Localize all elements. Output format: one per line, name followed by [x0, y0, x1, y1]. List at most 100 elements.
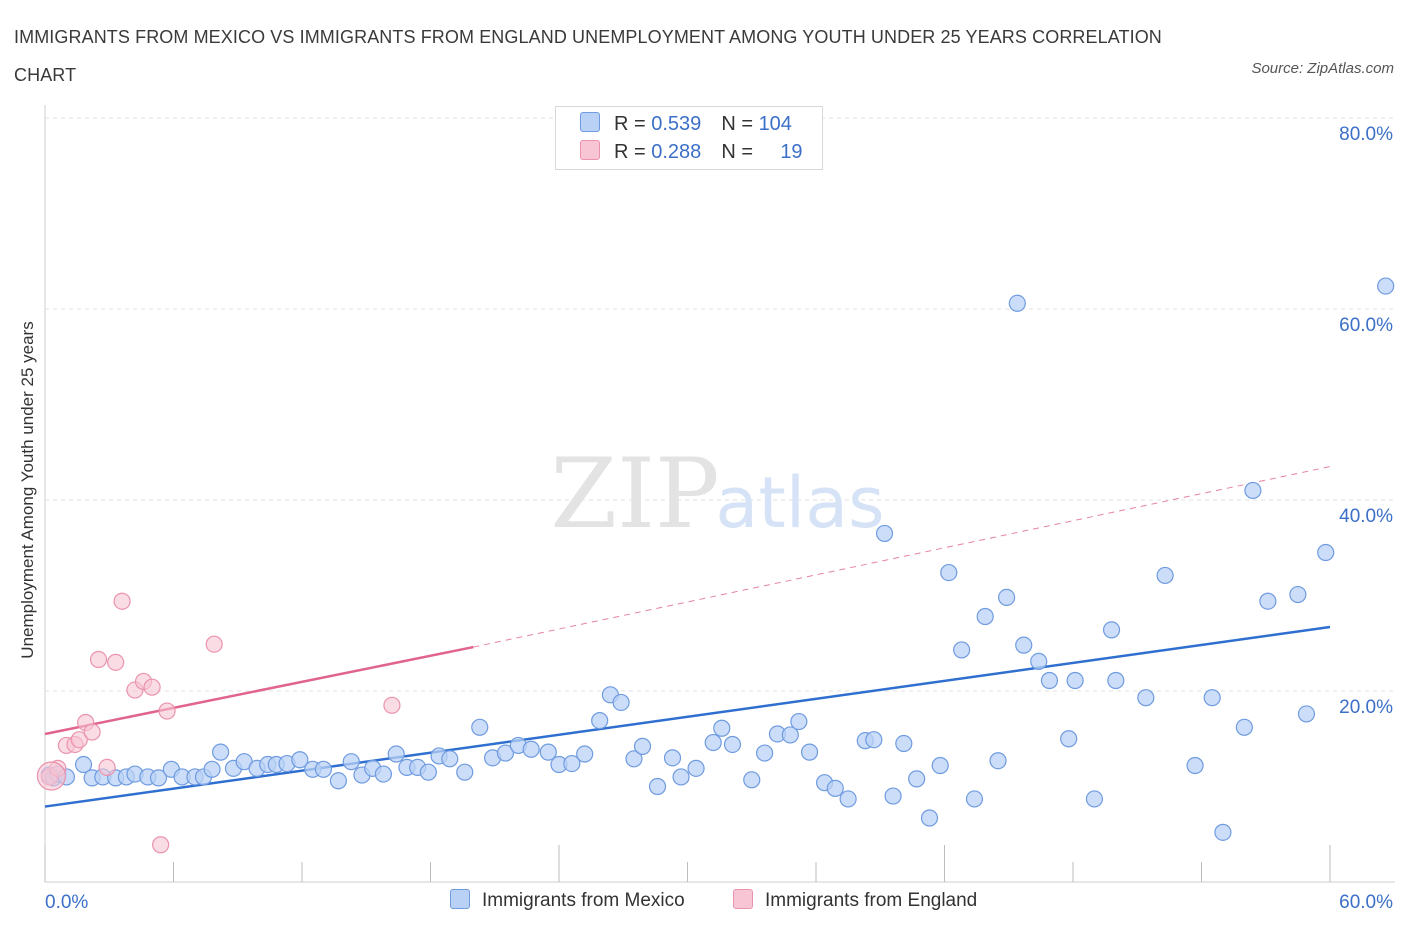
point-mexico-46 — [563, 754, 581, 773]
point-mexico-27 — [329, 772, 348, 790]
watermark-zip: ZIP — [550, 438, 719, 550]
point-mexico-47 — [576, 745, 594, 763]
point-mexico-57 — [704, 733, 722, 752]
point-mexico-75 — [920, 809, 939, 827]
legend-n-value-england: 19 — [780, 141, 803, 163]
point-mexico-84 — [1015, 636, 1033, 654]
point-mexico-44 — [539, 743, 557, 761]
point-mexico-16 — [203, 760, 221, 778]
point-mexico-50 — [612, 693, 630, 712]
point-mexico-97 — [1235, 718, 1253, 736]
point-england-8 — [98, 758, 116, 777]
point-mexico-71 — [875, 524, 894, 543]
point-england-16 — [205, 635, 223, 653]
point-mexico-83 — [1008, 294, 1026, 312]
y-axis-label: Unemployment Among Youth under 25 years — [18, 321, 37, 659]
bottom-legend-swatch-england — [733, 889, 753, 909]
point-mexico-73 — [895, 734, 913, 753]
x-tick-label-60: 60.0% — [1339, 892, 1393, 913]
bottom-legend-mexico: Immigrants from Mexico — [450, 889, 685, 912]
point-england-15 — [158, 702, 176, 720]
point-mexico-61 — [755, 744, 774, 762]
point-mexico-28 — [342, 753, 360, 771]
bottom-legend-label-mexico: Immigrants from Mexico — [482, 890, 685, 911]
point-england-9 — [107, 653, 125, 671]
watermark: ZIP atlas — [550, 438, 884, 550]
points-mexico — [40, 277, 1395, 841]
stats-legend: R = 0.539 N = 104 R = 0.288 N = 19 — [555, 106, 823, 170]
legend-n-value-mexico: 104 — [758, 113, 792, 135]
bottom-legend-england: Immigrants from England — [733, 889, 977, 912]
legend-row-mexico: R = 0.539 N = 104 — [580, 112, 792, 136]
trend-line-england-extension — [473, 466, 1331, 648]
legend-r-label-england: R = — [614, 141, 652, 163]
legend-n-label-mexico: N = — [721, 113, 759, 135]
point-mexico-96 — [1214, 823, 1232, 841]
point-mexico-86 — [1040, 671, 1059, 690]
x-tick-label-0: 0.0% — [45, 892, 88, 913]
point-mexico-90 — [1102, 621, 1121, 639]
legend-r-label-mexico: R = — [614, 113, 652, 135]
point-england-18 — [36, 761, 67, 791]
point-mexico-78 — [953, 641, 971, 659]
point-mexico-26 — [314, 760, 333, 778]
point-mexico-37 — [441, 750, 459, 768]
point-mexico-32 — [387, 745, 405, 763]
legend-row-england: R = 0.288 N = 19 — [580, 140, 803, 164]
point-mexico-65 — [800, 743, 819, 761]
point-mexico-51 — [625, 750, 643, 768]
point-mexico-55 — [672, 768, 690, 786]
point-mexico-91 — [1107, 671, 1125, 690]
bottom-legend-label-england: Immigrants from England — [765, 890, 978, 911]
point-mexico-53 — [648, 777, 667, 796]
point-mexico-63 — [781, 726, 799, 744]
y-tick-label-20: 20.0% — [1339, 697, 1393, 718]
point-mexico-98 — [1244, 481, 1262, 500]
gridlines — [45, 117, 1395, 692]
point-mexico-4 — [74, 755, 93, 774]
y-tick-label-80: 80.0% — [1339, 124, 1393, 145]
point-england-4 — [70, 731, 88, 749]
point-mexico-52 — [633, 737, 652, 755]
axes — [44, 105, 1395, 883]
point-mexico-43 — [522, 740, 540, 758]
point-england-6 — [83, 723, 101, 741]
legend-swatch-england — [580, 140, 600, 160]
point-mexico-38 — [456, 763, 474, 781]
point-mexico-93 — [1156, 566, 1174, 585]
tick-labels: 20.0% 40.0% 60.0% 80.0% 0.0% 60.0% — [45, 124, 1393, 913]
watermark-atlas: atlas — [715, 462, 884, 544]
point-mexico-31 — [374, 765, 392, 783]
point-england-10 — [113, 592, 131, 610]
point-mexico-77 — [940, 563, 958, 582]
point-mexico-11 — [149, 769, 168, 787]
point-mexico-56 — [687, 759, 705, 777]
point-mexico-100 — [1289, 585, 1307, 604]
point-mexico-64 — [790, 712, 808, 731]
point-mexico-74 — [908, 770, 926, 788]
point-mexico-72 — [884, 787, 902, 805]
point-mexico-48 — [591, 712, 609, 730]
chart-title: IMMIGRANTS FROM MEXICO VS IMMIGRANTS FRO… — [14, 27, 1162, 85]
legend-r-value-england: 0.288 — [651, 141, 702, 163]
point-mexico-88 — [1066, 671, 1084, 690]
point-mexico-60 — [743, 771, 761, 789]
point-mexico-80 — [976, 607, 994, 626]
point-mexico-54 — [663, 749, 682, 767]
trend-line-england — [44, 645, 474, 736]
point-mexico-89 — [1085, 790, 1104, 808]
point-mexico-17 — [212, 743, 230, 761]
point-mexico-82 — [998, 588, 1016, 607]
point-mexico-103 — [1377, 277, 1395, 295]
point-mexico-102 — [1317, 543, 1335, 562]
point-england-17 — [383, 696, 401, 714]
point-mexico-85 — [1030, 652, 1048, 670]
point-mexico-58 — [713, 719, 731, 737]
point-mexico-81 — [989, 752, 1007, 770]
point-mexico-41 — [496, 744, 515, 762]
point-mexico-67 — [826, 779, 844, 798]
point-mexico-79 — [965, 790, 984, 808]
point-england-13 — [143, 678, 161, 696]
y-tick-label-40: 40.0% — [1339, 506, 1393, 527]
y-tick-label-60: 60.0% — [1339, 315, 1393, 336]
